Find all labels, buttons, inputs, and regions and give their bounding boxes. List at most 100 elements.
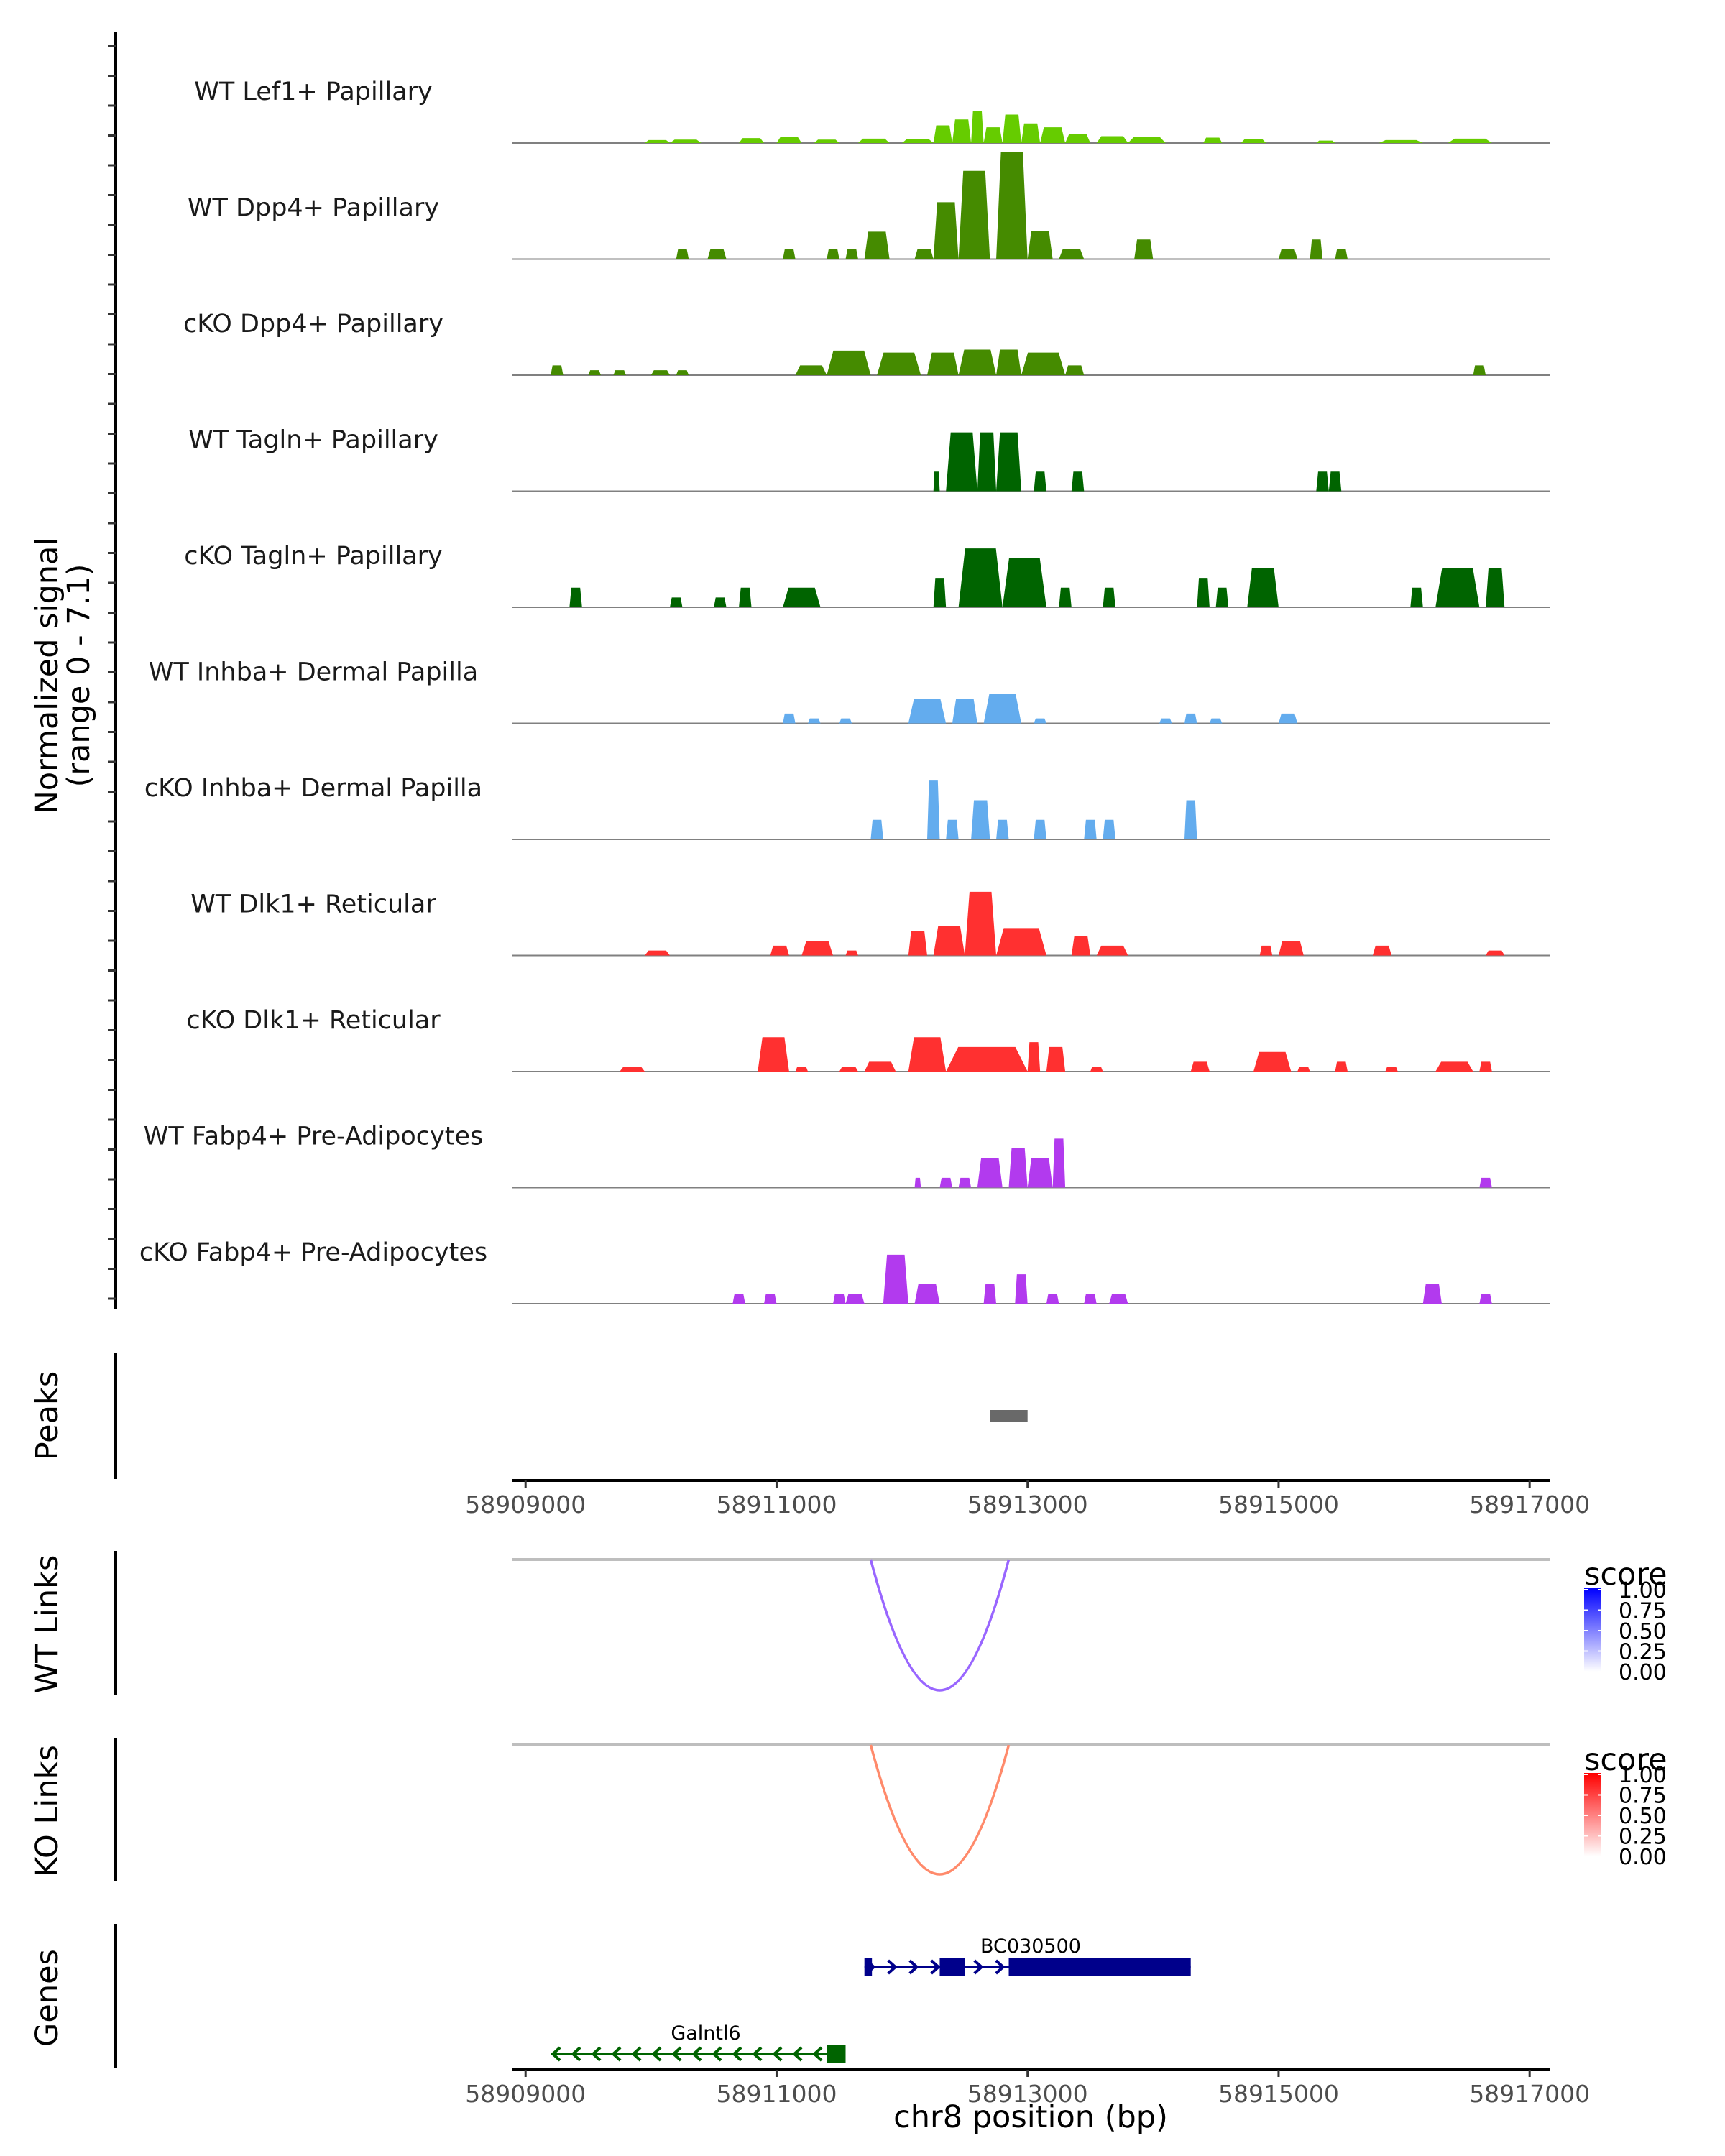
coverage-peak [1316, 140, 1335, 143]
coverage-peak [958, 1177, 972, 1188]
coverage-peak [1090, 1067, 1103, 1072]
coverage-peak [1065, 134, 1091, 143]
coverage-peak [569, 587, 582, 607]
coverage-peak [783, 713, 796, 724]
coverage-peak [1473, 365, 1486, 375]
strand-arrow-icon [631, 2046, 642, 2062]
coverage-peak [857, 138, 890, 143]
coverage-peak [613, 370, 626, 375]
coverage-peak [965, 891, 997, 956]
coverage-peak [927, 352, 959, 375]
coverage-peak [739, 587, 752, 607]
gene-galntl6: Galntl6 [551, 2022, 846, 2063]
coverage-peak [795, 1067, 809, 1072]
coverage-track: WT Inhba+ Dermal Papilla [149, 658, 1550, 724]
coverage-peak [1034, 718, 1046, 724]
coverage-peak [670, 597, 683, 607]
x-tick-label: 58917000 [1469, 1491, 1590, 1519]
coverage-peak [1103, 819, 1116, 839]
coverage-peak [551, 365, 564, 375]
coverage-peak [1046, 1294, 1059, 1304]
coverage-peak [670, 139, 702, 143]
coverage-peak [946, 1046, 1028, 1072]
coverage-peak [827, 350, 871, 375]
x-tick-label: 58909000 [465, 2080, 586, 2108]
coverage-peak [1410, 587, 1423, 607]
coverage-peak [1184, 713, 1197, 724]
coverage-peak [1479, 1061, 1492, 1072]
coverage-peak [845, 950, 858, 956]
coverage-track: WT Dpp4+ Papillary [188, 152, 1550, 260]
coverage-peak [845, 1294, 865, 1304]
coverage-peak [839, 718, 852, 724]
strand-arrow-icon [887, 1959, 898, 1975]
coverage-peak [827, 249, 840, 259]
ko-links [512, 1743, 1550, 1876]
coverage-peak [1254, 1051, 1292, 1072]
coverage-peak [1479, 1177, 1492, 1188]
coverage-peak [1209, 718, 1223, 724]
genes: BC030500 Galntl6 [551, 1935, 1191, 2063]
coverage-peak [958, 548, 1003, 607]
coverage-peak [1021, 352, 1066, 375]
coverage-peak [1328, 471, 1342, 492]
x-axis-title: chr8 position (bp) [893, 2099, 1168, 2135]
coverage-peak [833, 1294, 846, 1304]
coverage-peak [933, 125, 952, 143]
coverage-peak [801, 941, 834, 956]
legend-tick-label: 0.75 [1619, 1599, 1667, 1624]
strand-arrow-icon [973, 1959, 984, 1975]
legend-tick-label: 0.25 [1619, 1825, 1667, 1850]
coverage-track: WT Fabp4+ Pre-Adipocytes [144, 1123, 1550, 1189]
coverage-peak [732, 1294, 745, 1304]
ko-links-track-label: KO Links [29, 1745, 65, 1877]
track-label: cKO Dlk1+ Reticular [186, 1006, 441, 1035]
y-axis-title-line1: Normalized signal [29, 538, 65, 814]
coverage-peak [1134, 239, 1154, 259]
coverage-peak [908, 1037, 947, 1072]
coverage-peak [946, 819, 959, 839]
link-arc [869, 1744, 1011, 1876]
gene-label: Galntl6 [671, 2022, 740, 2045]
x-tick-label: 58915000 [1218, 2080, 1339, 2108]
coverage-track: cKO Inhba+ Dermal Papilla [144, 774, 1550, 840]
coverage-peak [676, 249, 689, 259]
wt-legend-title: score [1584, 1557, 1668, 1593]
link-arc [869, 1559, 1011, 1692]
coverage-peak [864, 231, 890, 259]
track-label: WT Inhba+ Dermal Papilla [149, 658, 478, 687]
coverage-peak [714, 597, 727, 607]
coverage-peak [1059, 249, 1085, 259]
legend-tick-label: 0.50 [1619, 1804, 1667, 1829]
strand-arrow-icon [792, 2046, 803, 2062]
coverage-peak [958, 349, 997, 375]
coverage-peak [914, 249, 934, 259]
coverage-peak [996, 432, 1021, 492]
coverage-peak [933, 471, 940, 492]
strand-arrow-icon [732, 2046, 742, 2062]
signal-y-axis [108, 32, 117, 1309]
strand-arrow-icon [908, 1959, 919, 1975]
coverage-peak [1109, 1294, 1128, 1304]
coverage-peak [1448, 138, 1492, 143]
coverage-peak [946, 432, 978, 492]
strand-arrow-icon [812, 2046, 823, 2062]
coverage-track: WT Tagln+ Papillary [188, 426, 1550, 492]
legend-tick-label: 1.00 [1619, 1763, 1667, 1788]
wt-links [512, 1558, 1550, 1692]
legend-tick-label: 1.00 [1619, 1578, 1667, 1603]
y-axis-title-line2: (range 0 - 7.1) [61, 564, 97, 788]
coverage-peak [952, 699, 978, 724]
coverage-peak [1486, 568, 1505, 607]
coverage-peak [1278, 941, 1304, 956]
coverage-peak [1297, 1067, 1310, 1072]
coverage-peak [1008, 1148, 1028, 1188]
coverage-peak [996, 928, 1046, 956]
coverage-peak [971, 111, 984, 143]
coverage-peak [983, 694, 1021, 724]
coverage-peak [1002, 558, 1046, 607]
coverage-track: cKO Fabp4+ Pre-Adipocytes [139, 1238, 1550, 1304]
coverage-peak [977, 432, 997, 492]
coverage-peak [933, 926, 965, 956]
legend-tick-label: 0.00 [1619, 1845, 1667, 1870]
